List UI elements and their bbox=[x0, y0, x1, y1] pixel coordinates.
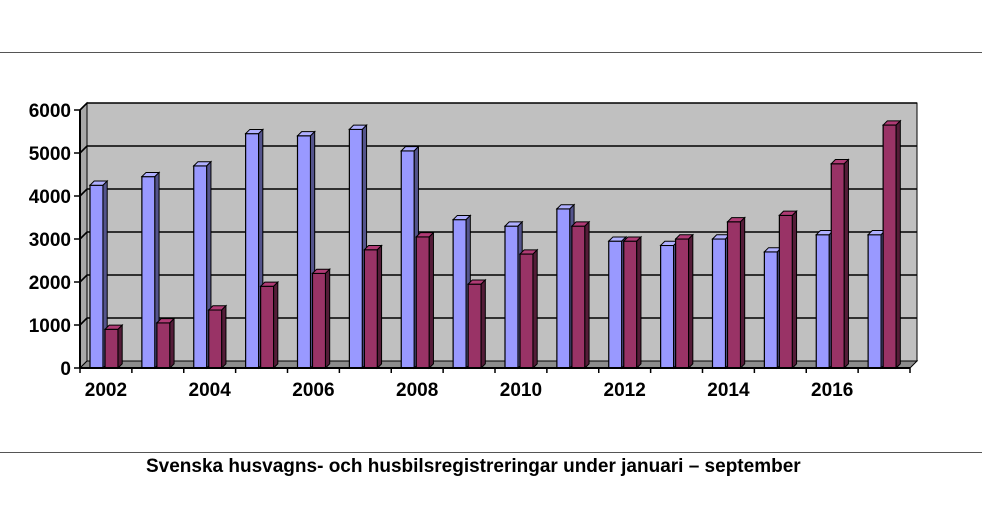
bar bbox=[830, 158, 850, 370]
bar-side bbox=[532, 248, 538, 370]
bar-front bbox=[778, 214, 793, 369]
bar bbox=[259, 280, 280, 370]
bars bbox=[88, 119, 902, 370]
gridline bbox=[79, 102, 917, 111]
bar-front bbox=[675, 238, 690, 369]
bar-front bbox=[504, 225, 519, 369]
bar bbox=[155, 317, 176, 370]
bar-side bbox=[376, 244, 383, 370]
bar-front bbox=[296, 135, 312, 369]
bar bbox=[415, 231, 435, 370]
x-tick-label: 2004 bbox=[189, 380, 232, 401]
bar-front bbox=[245, 133, 260, 369]
bar-front bbox=[556, 208, 571, 369]
bar bbox=[311, 267, 331, 370]
bar-side bbox=[428, 231, 434, 370]
x-tick-label: 2002 bbox=[85, 380, 127, 401]
bar bbox=[451, 214, 472, 370]
bar-side bbox=[325, 267, 331, 370]
bar-front bbox=[452, 219, 467, 369]
bar-side bbox=[843, 158, 849, 370]
bar-front bbox=[660, 244, 675, 369]
bar bbox=[881, 119, 902, 370]
x-tick-label: 2010 bbox=[500, 380, 542, 401]
bar-front bbox=[726, 221, 742, 369]
x-tick-label: 2006 bbox=[292, 380, 334, 401]
x-tick-label: 2016 bbox=[811, 380, 853, 401]
bar-side bbox=[636, 235, 642, 370]
bar bbox=[296, 130, 316, 370]
bar bbox=[103, 323, 124, 370]
bar-side bbox=[221, 304, 227, 370]
x-tick-labels: 2002 2004 2006 2008 2010 2012 2014 2016 bbox=[85, 380, 854, 401]
bar-side bbox=[117, 323, 123, 370]
bar-side bbox=[273, 280, 279, 370]
bar-side bbox=[480, 278, 486, 370]
bar-front bbox=[815, 234, 830, 369]
bar bbox=[518, 248, 539, 370]
gridline bbox=[79, 231, 917, 240]
bottom-divider bbox=[0, 452, 982, 453]
bar-front bbox=[608, 240, 623, 369]
y-tick-labels: 0 1000 2000 3000 4000 5000 6000 bbox=[29, 101, 71, 380]
bar-side bbox=[740, 216, 746, 370]
y-tick-label: 1000 bbox=[29, 316, 71, 337]
y-tick-label: 2000 bbox=[29, 273, 71, 294]
bar-front bbox=[882, 124, 897, 369]
bar-front bbox=[867, 234, 882, 369]
bar bbox=[88, 179, 109, 370]
bar-front bbox=[711, 238, 727, 369]
bar-side bbox=[895, 119, 901, 370]
bar-front bbox=[193, 165, 208, 369]
y-tick-label: 5000 bbox=[29, 144, 71, 165]
x-tick-label: 2012 bbox=[604, 380, 646, 401]
bar-front bbox=[89, 184, 104, 369]
bar bbox=[778, 209, 798, 370]
x-tick-label: 2014 bbox=[707, 380, 750, 401]
bar-side bbox=[688, 233, 694, 370]
gridline bbox=[79, 145, 917, 154]
bar-front bbox=[415, 236, 430, 369]
bar bbox=[674, 233, 695, 370]
bar bbox=[363, 244, 383, 370]
bar-front bbox=[104, 328, 119, 369]
bar-side bbox=[584, 220, 590, 370]
bar-front bbox=[311, 272, 327, 369]
bar-side bbox=[791, 209, 798, 370]
bar-front bbox=[400, 150, 415, 369]
y-tick-label: 0 bbox=[60, 359, 71, 380]
y-tick-label: 4000 bbox=[29, 187, 71, 208]
bar-front bbox=[363, 249, 378, 369]
bar-front bbox=[467, 283, 482, 369]
bar-side bbox=[169, 317, 175, 370]
bar bbox=[726, 216, 746, 370]
bar-front bbox=[141, 176, 156, 369]
bar-front bbox=[156, 322, 171, 369]
top-divider bbox=[0, 52, 982, 53]
bar bbox=[570, 220, 591, 370]
gridline bbox=[79, 188, 917, 197]
bar-front bbox=[348, 128, 363, 369]
chart-caption: Svenska husvagns- och husbilsregistrerin… bbox=[146, 456, 801, 477]
x-tick-label: 2008 bbox=[396, 380, 438, 401]
bar-front bbox=[763, 251, 778, 369]
bar-front bbox=[208, 309, 223, 369]
bar-front bbox=[830, 163, 845, 369]
axes bbox=[79, 110, 911, 373]
bar-front bbox=[623, 240, 638, 369]
bar-front bbox=[519, 253, 534, 369]
bar bbox=[466, 278, 487, 370]
bar bbox=[207, 304, 228, 370]
y-tick-label: 6000 bbox=[29, 101, 71, 122]
bar-front bbox=[571, 225, 586, 369]
bar-front bbox=[260, 285, 275, 369]
bar bbox=[622, 235, 643, 370]
bar bbox=[244, 128, 265, 370]
y-tick-label: 3000 bbox=[29, 230, 71, 251]
